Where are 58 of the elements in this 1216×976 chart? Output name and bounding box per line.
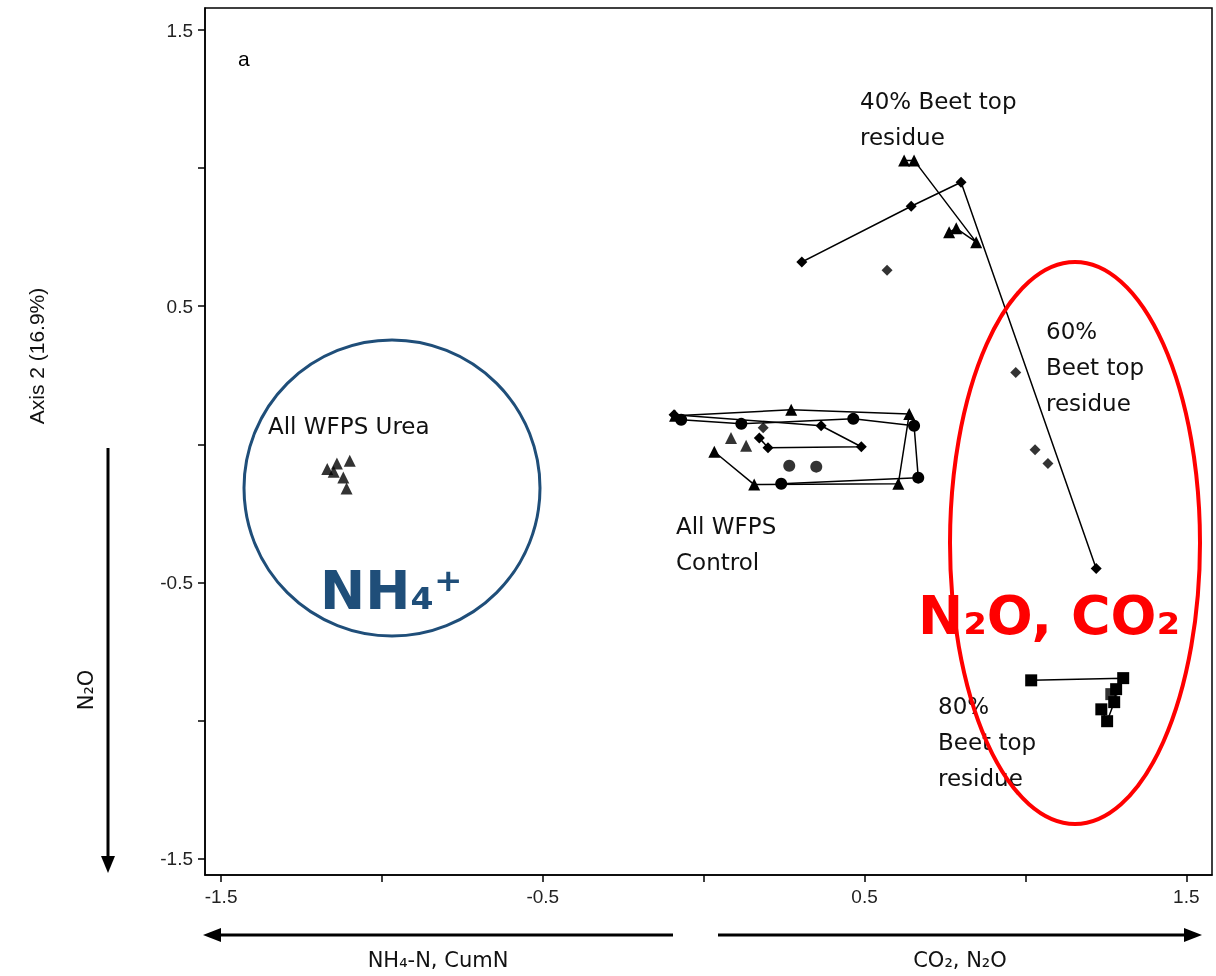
point [1010,366,1022,378]
y-tick-label: 1.5 [166,19,193,41]
point [1095,703,1108,716]
annotation: All WFPS Control [676,513,777,575]
point [1101,715,1114,728]
point [955,176,967,188]
point [343,454,356,467]
point [757,422,769,434]
text: N₂O [74,669,98,711]
point [970,236,983,249]
x-tick-label: -0.5 [526,886,560,907]
point [675,413,688,426]
point [881,264,893,276]
point [337,471,350,484]
annotation: 40% Beet top residue [860,88,1017,150]
point [735,417,748,430]
point [912,471,925,484]
point [903,407,916,420]
x-tick-label: 1.5 [1173,886,1200,907]
point [1029,444,1041,456]
point [898,154,911,167]
point [327,465,340,478]
point [847,412,860,425]
point [908,154,921,167]
point [1042,458,1054,470]
text: CO₂, N₂O [913,948,1007,972]
y-tick-label: -1.5 [160,847,193,869]
point [1117,672,1130,685]
text: a [238,47,250,70]
x-tick-label: -1.5 [204,886,238,907]
annotation: All WFPS Urea [268,413,430,439]
point [708,445,721,458]
point [908,419,921,432]
point [796,256,808,268]
point [1105,688,1118,701]
point [753,432,765,444]
annotation: NH₄⁺ [320,558,463,622]
x-tick-label: 0.5 [851,886,878,907]
point [783,459,796,472]
text: Axis 2 (16.9%) [24,287,48,425]
point [775,477,788,490]
point [905,200,917,212]
y-tick-label: 0.5 [166,295,193,317]
point [855,441,867,453]
point [810,460,823,473]
point [748,478,761,491]
point [815,420,827,432]
point [1090,563,1102,575]
point [725,431,738,444]
point [943,226,956,239]
point [785,403,798,416]
point [740,439,753,452]
point [1025,674,1038,687]
y-tick-label: -0.5 [160,571,193,593]
point [762,442,774,454]
annotation: 60% Beet top residue [1046,318,1145,416]
text: NH₄-N, CumN [367,948,509,972]
point [340,482,353,495]
